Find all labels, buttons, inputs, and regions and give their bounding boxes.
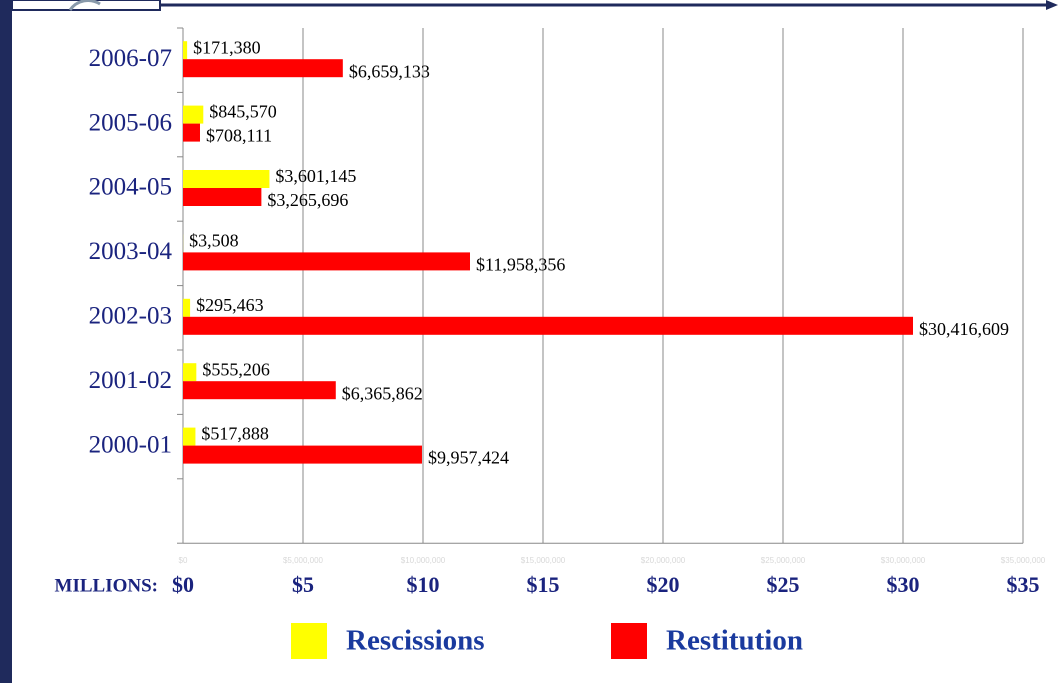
bar (183, 427, 196, 446)
x-axis-label: MILLIONS: (55, 575, 158, 596)
x-tick-label: $5 (292, 572, 314, 597)
x-tick-small-label: $35,000,000 (1001, 556, 1046, 565)
bar (183, 105, 204, 124)
bar (183, 363, 197, 382)
value-label: $6,659,133 (349, 61, 430, 81)
value-label: $171,380 (193, 37, 260, 57)
value-label: $295,463 (196, 295, 264, 315)
value-label: $708,111 (206, 126, 272, 146)
value-label: $555,206 (202, 359, 270, 379)
y-tick-label: 2003-04 (89, 238, 173, 265)
x-tick-small-label: $25,000,000 (761, 556, 806, 565)
x-tick-small-label: $0 (179, 556, 188, 565)
x-tick-small-label: $30,000,000 (881, 556, 926, 565)
value-label: $517,888 (201, 424, 269, 444)
x-tick-label: $25 (767, 572, 800, 597)
value-label: $3,265,696 (267, 190, 348, 210)
x-tick-label: $0 (172, 572, 194, 597)
x-tick-small-label: $5,000,000 (283, 556, 324, 565)
bar (183, 41, 188, 60)
x-tick-small-label: $15,000,000 (521, 556, 566, 565)
value-label: $11,958,356 (476, 255, 565, 275)
x-tick-label: $30 (887, 572, 920, 597)
logo (68, 0, 101, 11)
x-tick-label: $35 (1007, 572, 1040, 597)
value-label: $3,508 (189, 231, 239, 251)
x-tick-small-label: $20,000,000 (641, 556, 686, 565)
bar (183, 252, 471, 271)
legend-swatch (611, 623, 647, 659)
legend-label: Restitution (666, 625, 803, 657)
x-tick-label: $10 (407, 572, 440, 597)
y-tick-label: 2005-06 (89, 109, 172, 136)
y-tick-label: 2000-01 (89, 431, 172, 458)
value-label: $3,601,145 (275, 166, 356, 186)
left-border (0, 0, 12, 683)
bar (183, 188, 262, 206)
x-tick-label: $20 (647, 572, 680, 597)
y-tick-label: 2001-02 (89, 367, 172, 394)
value-label: $6,365,862 (342, 383, 423, 403)
value-label: $9,957,424 (428, 448, 509, 468)
top-arrow (1046, 0, 1058, 10)
bar (183, 170, 270, 188)
value-label: $845,570 (209, 102, 277, 122)
bar (183, 316, 913, 335)
y-tick-label: 2006-07 (89, 45, 172, 72)
legend-swatch (291, 623, 327, 659)
bar (183, 59, 343, 78)
y-tick-label: 2002-03 (89, 303, 172, 330)
bar (183, 381, 336, 400)
value-label: $30,416,609 (919, 319, 1009, 339)
x-tick-label: $15 (527, 572, 560, 597)
bar (183, 445, 422, 464)
bar (183, 298, 191, 317)
legend-label: Rescissions (346, 625, 485, 657)
x-tick-small-label: $10,000,000 (401, 556, 446, 565)
bar (183, 123, 200, 142)
y-tick-label: 2004-05 (89, 174, 172, 201)
